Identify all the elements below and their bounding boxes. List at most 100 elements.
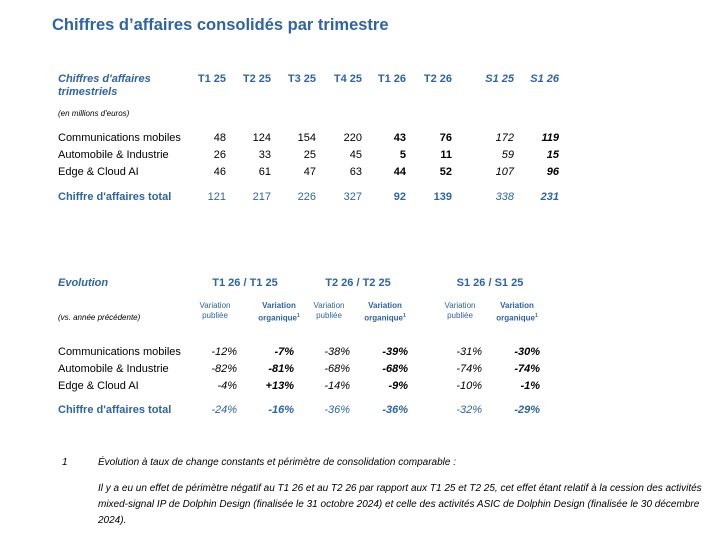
row-label: Automobile & Industrie (58, 363, 169, 375)
sub-header-line: publiée (316, 311, 342, 320)
cell-value: 45 (349, 149, 362, 161)
cell-value: -38% (324, 346, 350, 358)
column-header: T2 25 (242, 73, 271, 85)
cell-value: 124 (252, 132, 271, 144)
group-header: S1 26 / S1 25 (456, 277, 524, 289)
organic-variation-header: Variation organique1 (482, 301, 552, 324)
cell-value: 61 (258, 166, 271, 178)
footnote-ref: 1 (534, 313, 538, 319)
sub-header-line: Variation (199, 301, 231, 310)
sub-header-line: Variation (368, 301, 402, 310)
evolution-note: (vs. année précédente) (58, 313, 141, 322)
published-variation-header: Variation publiée (425, 301, 495, 321)
cell-value: -7% (274, 346, 294, 358)
total-row-label: Chiffre d'affaires total (58, 191, 172, 203)
cell-value: -4% (217, 380, 237, 392)
organic-variation-header: Variation organique1 (244, 301, 314, 324)
cell-value: -81% (268, 363, 294, 375)
total-value: -36% (382, 404, 408, 416)
total-value: -29% (514, 404, 540, 416)
total-value: 327 (343, 191, 362, 203)
column-header: T4 25 (333, 73, 362, 85)
cell-value: +13% (265, 380, 294, 392)
total-value: 231 (540, 191, 559, 203)
row-label: Communications mobiles (58, 346, 181, 358)
cell-value: 172 (495, 132, 514, 144)
cell-value: -30% (514, 346, 540, 358)
cell-value: -68% (324, 363, 350, 375)
row-label: Edge & Cloud AI (58, 380, 139, 392)
total-value: -36% (324, 404, 350, 416)
cell-value: -82% (211, 363, 237, 375)
cell-value: 43 (393, 132, 406, 144)
row-label: Communications mobiles (58, 132, 181, 144)
sub-header-line: organique (496, 313, 535, 323)
total-value: -32% (456, 404, 482, 416)
cell-value: 119 (541, 132, 559, 144)
cell-value: 33 (258, 149, 271, 161)
cell-value: -10% (456, 380, 482, 392)
cell-value: 107 (495, 166, 514, 178)
unit-note: (en millions d'euros) (58, 109, 130, 118)
sub-header-line: Variation (444, 301, 476, 310)
cell-value: -68% (382, 363, 408, 375)
column-header: S1 25 (485, 73, 514, 85)
column-header: T1 26 (377, 73, 406, 85)
total-value: 121 (207, 191, 226, 203)
quarterly-table-header: Chiffres d'affaires trimestriels (58, 73, 151, 98)
row-label: Automobile & Industrie (58, 149, 169, 161)
cell-value: -1% (520, 380, 540, 392)
total-row-label: Chiffre d'affaires total (58, 404, 172, 416)
column-header: T1 25 (197, 73, 226, 85)
cell-value: 5 (399, 149, 406, 161)
row-label: Edge & Cloud AI (58, 166, 139, 178)
cell-value: 25 (303, 149, 316, 161)
sub-header-line: publiée (202, 311, 228, 320)
total-value: 226 (297, 191, 316, 203)
total-value: -16% (268, 404, 294, 416)
cell-value: -14% (324, 380, 350, 392)
sub-header-line: publiée (447, 311, 473, 320)
cell-value: -39% (382, 346, 408, 358)
cell-value: 96 (546, 166, 559, 178)
evolution-table-header: Evolution (58, 277, 109, 289)
cell-value: 11 (440, 149, 452, 161)
column-header: T2 26 (423, 73, 452, 85)
cell-value: 76 (439, 132, 452, 144)
sub-header-line: organique (364, 313, 403, 323)
cell-value: 48 (213, 132, 226, 144)
cell-value: -12% (211, 346, 237, 358)
total-value: 92 (393, 191, 406, 203)
cell-value: 220 (343, 132, 362, 144)
column-header: T3 25 (287, 73, 316, 85)
group-header: T1 26 / T1 25 (212, 277, 278, 289)
published-variation-header: Variation publiée (294, 301, 364, 321)
cell-value: 26 (213, 149, 226, 161)
group-header: T2 26 / T2 25 (325, 277, 391, 289)
cell-value: 154 (297, 132, 316, 144)
total-value: 338 (495, 191, 514, 203)
cell-value: -9% (388, 380, 408, 392)
cell-value: 44 (393, 166, 406, 178)
sub-header-line: Variation (500, 301, 534, 310)
cell-value: 63 (349, 166, 362, 178)
total-value: -24% (211, 404, 237, 416)
total-value: 217 (252, 191, 271, 203)
total-value: 139 (433, 191, 452, 203)
footnote-number: 1 (62, 457, 68, 468)
column-header: S1 26 (530, 73, 559, 85)
footnote-heading: Évolution à taux de change constants et … (98, 457, 456, 468)
published-variation-header: Variation publiée (180, 301, 250, 321)
sub-header-line: Variation (262, 301, 296, 310)
footnote-body: Il y a eu un effet de périmètre négatif … (98, 483, 702, 526)
cell-value: 52 (439, 166, 452, 178)
cell-value: 47 (303, 166, 316, 178)
sub-header-line: organique (258, 313, 297, 323)
cell-value: 46 (213, 166, 226, 178)
cell-value: -74% (456, 363, 482, 375)
cell-value: -74% (514, 363, 540, 375)
cell-value: -31% (456, 346, 482, 358)
footnote-ref: 1 (402, 313, 406, 319)
cell-value: 59 (501, 149, 514, 161)
